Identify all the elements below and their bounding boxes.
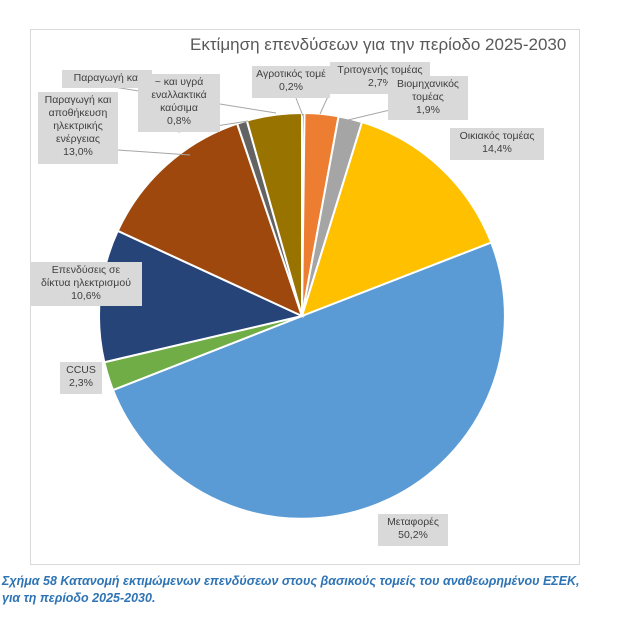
pie-slice-transport [111, 241, 506, 520]
label-power: Παραγωγή και αποθήκευση ηλεκτρικής ενέργ… [38, 92, 118, 164]
label-agro: Αγροτικός τομέ 0,2% [252, 66, 330, 98]
figure-caption: Σχήμα 58 Κατανομή εκτιμώμενων επενδύσεων… [2, 573, 632, 607]
pie-slice-power [116, 122, 304, 318]
label-fuel: ~ και υγρά εναλλακτικά καύσιμα 0,8% [138, 74, 220, 132]
label-ccus: CCUS 2,3% [60, 362, 102, 394]
label-fuel-top: Παραγωγή και [62, 70, 152, 88]
leader-line-0 [295, 97, 304, 117]
chart-title: Εκτίμηση επενδύσεων για την περίοδο 2025… [190, 35, 567, 54]
label-industry: Βιομηχανικός τομέας 1,9% [388, 76, 468, 120]
caption-line-1: Σχήμα 58 Κατανομή εκτιμώμενων επενδύσεων… [2, 574, 580, 588]
leader-line-2 [347, 109, 391, 121]
pie-slice-household [300, 120, 493, 318]
label-transport: Μεταφορές 50,2% [378, 514, 448, 546]
label-grid: Επενδύσεις σε δίκτυα ηλεκτρισμού 10,6% [30, 262, 142, 306]
label-household: Οικιακός τομέας 14,4% [450, 128, 544, 160]
leader-line-4 [117, 149, 191, 156]
caption-line-2: για τη περίοδο 2025-2030. [2, 591, 156, 605]
